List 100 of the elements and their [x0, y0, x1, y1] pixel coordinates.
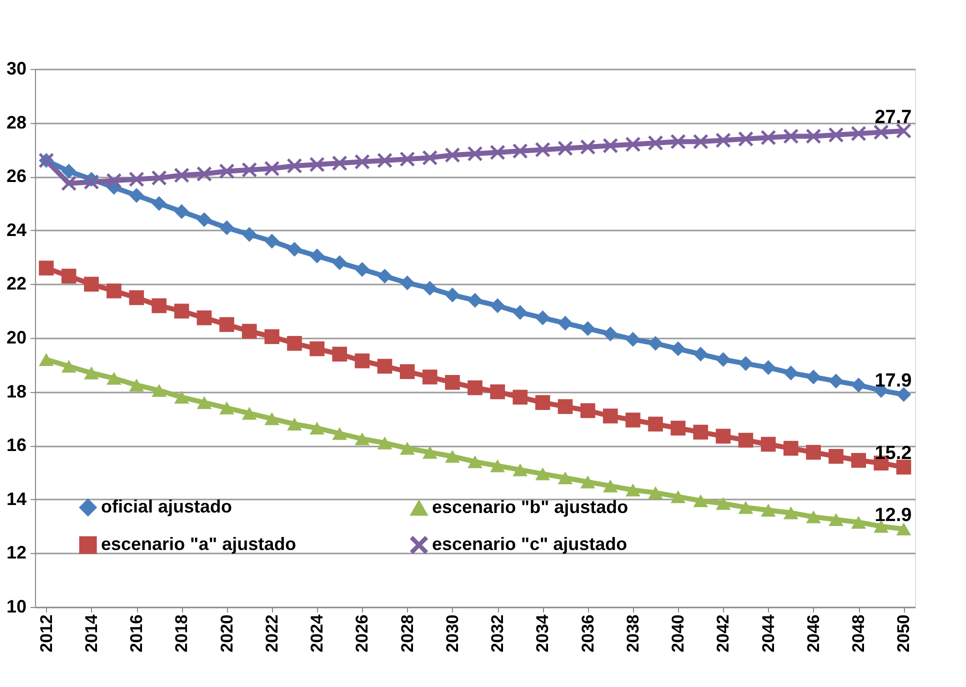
point: [174, 204, 190, 219]
point: [851, 516, 866, 529]
point: [602, 408, 618, 424]
data-label: 27.7: [874, 106, 912, 128]
point: [693, 346, 708, 362]
point: [354, 353, 370, 368]
point: [422, 370, 438, 384]
point: [129, 290, 144, 306]
point: [806, 444, 821, 460]
point: [61, 164, 76, 179]
point: [760, 436, 776, 452]
point: [129, 172, 144, 187]
point: [828, 513, 844, 526]
x-tick-label: 2040: [668, 614, 688, 652]
point: [310, 341, 324, 356]
y-tick-label: 20: [6, 328, 26, 348]
point: [219, 317, 234, 332]
point: [468, 292, 482, 308]
y-tick-label: 10: [6, 596, 26, 616]
y-tick-label: 24: [6, 220, 26, 240]
point: [670, 341, 686, 356]
point: [152, 298, 167, 314]
x-tick-label: 2048: [849, 614, 868, 652]
point: [648, 416, 663, 432]
point: [602, 138, 618, 154]
point: [468, 380, 482, 396]
point: [38, 260, 54, 276]
point: [806, 128, 821, 144]
point: [61, 360, 76, 373]
point: [287, 336, 302, 351]
y-tick-label: 22: [6, 274, 26, 294]
x-tick-label: 2034: [533, 614, 552, 652]
point: [129, 378, 144, 392]
x-tick-label: 2036: [578, 614, 598, 652]
point: [310, 422, 324, 435]
point: [828, 374, 844, 388]
data-label: 17.9: [874, 370, 912, 392]
point: [512, 144, 528, 158]
point: [716, 132, 731, 148]
point: [84, 366, 99, 380]
point: [332, 427, 348, 440]
point: [512, 390, 528, 405]
point: [716, 497, 731, 510]
point: [106, 173, 122, 188]
point: [535, 310, 550, 326]
point: [129, 188, 144, 203]
point: [84, 276, 99, 292]
point: [783, 440, 798, 456]
point: [851, 452, 866, 468]
point: [490, 459, 505, 472]
y-tick-label: 16: [6, 435, 26, 456]
point: [783, 128, 798, 144]
point: [512, 305, 528, 320]
x-tick-label: 2024: [308, 614, 327, 652]
point: [287, 418, 302, 431]
point: [219, 402, 234, 414]
point: [738, 432, 754, 448]
point: [602, 480, 618, 492]
legend-label: escenario "c" ajustado: [432, 534, 628, 554]
point: [422, 150, 438, 166]
point: [580, 321, 596, 336]
point: [851, 378, 866, 392]
point: [287, 158, 302, 174]
x-tick-label: 2046: [804, 614, 823, 652]
point: [242, 324, 257, 339]
point: [896, 123, 912, 138]
point: [602, 326, 618, 342]
point: [152, 384, 167, 397]
point: [174, 390, 190, 404]
point: [332, 255, 348, 270]
point: [196, 396, 212, 409]
point: [693, 424, 708, 440]
point: [468, 146, 482, 162]
point: [377, 436, 392, 450]
point: [152, 196, 167, 211]
legend-label: oficial ajustado: [101, 496, 232, 516]
point: [558, 399, 573, 414]
x-tick-label: 2044: [758, 614, 778, 652]
point: [783, 366, 798, 380]
point: [377, 268, 392, 284]
point: [490, 384, 505, 400]
point: [648, 336, 663, 351]
x-tick-label: 2042: [714, 614, 733, 652]
point: [783, 506, 798, 520]
point: [558, 316, 573, 331]
point: [219, 164, 234, 179]
point: [332, 156, 348, 171]
x-tick-label: 2032: [488, 614, 508, 652]
x-tick-label: 2016: [127, 614, 146, 652]
point: [806, 370, 821, 384]
point: [670, 490, 686, 504]
point: [377, 153, 392, 168]
point: [535, 395, 550, 410]
point: [738, 501, 754, 514]
point: [264, 161, 280, 176]
point: [445, 374, 460, 390]
point: [626, 332, 640, 347]
x-tick-label: 2020: [217, 614, 236, 652]
point: [490, 144, 505, 160]
point: [648, 136, 663, 150]
